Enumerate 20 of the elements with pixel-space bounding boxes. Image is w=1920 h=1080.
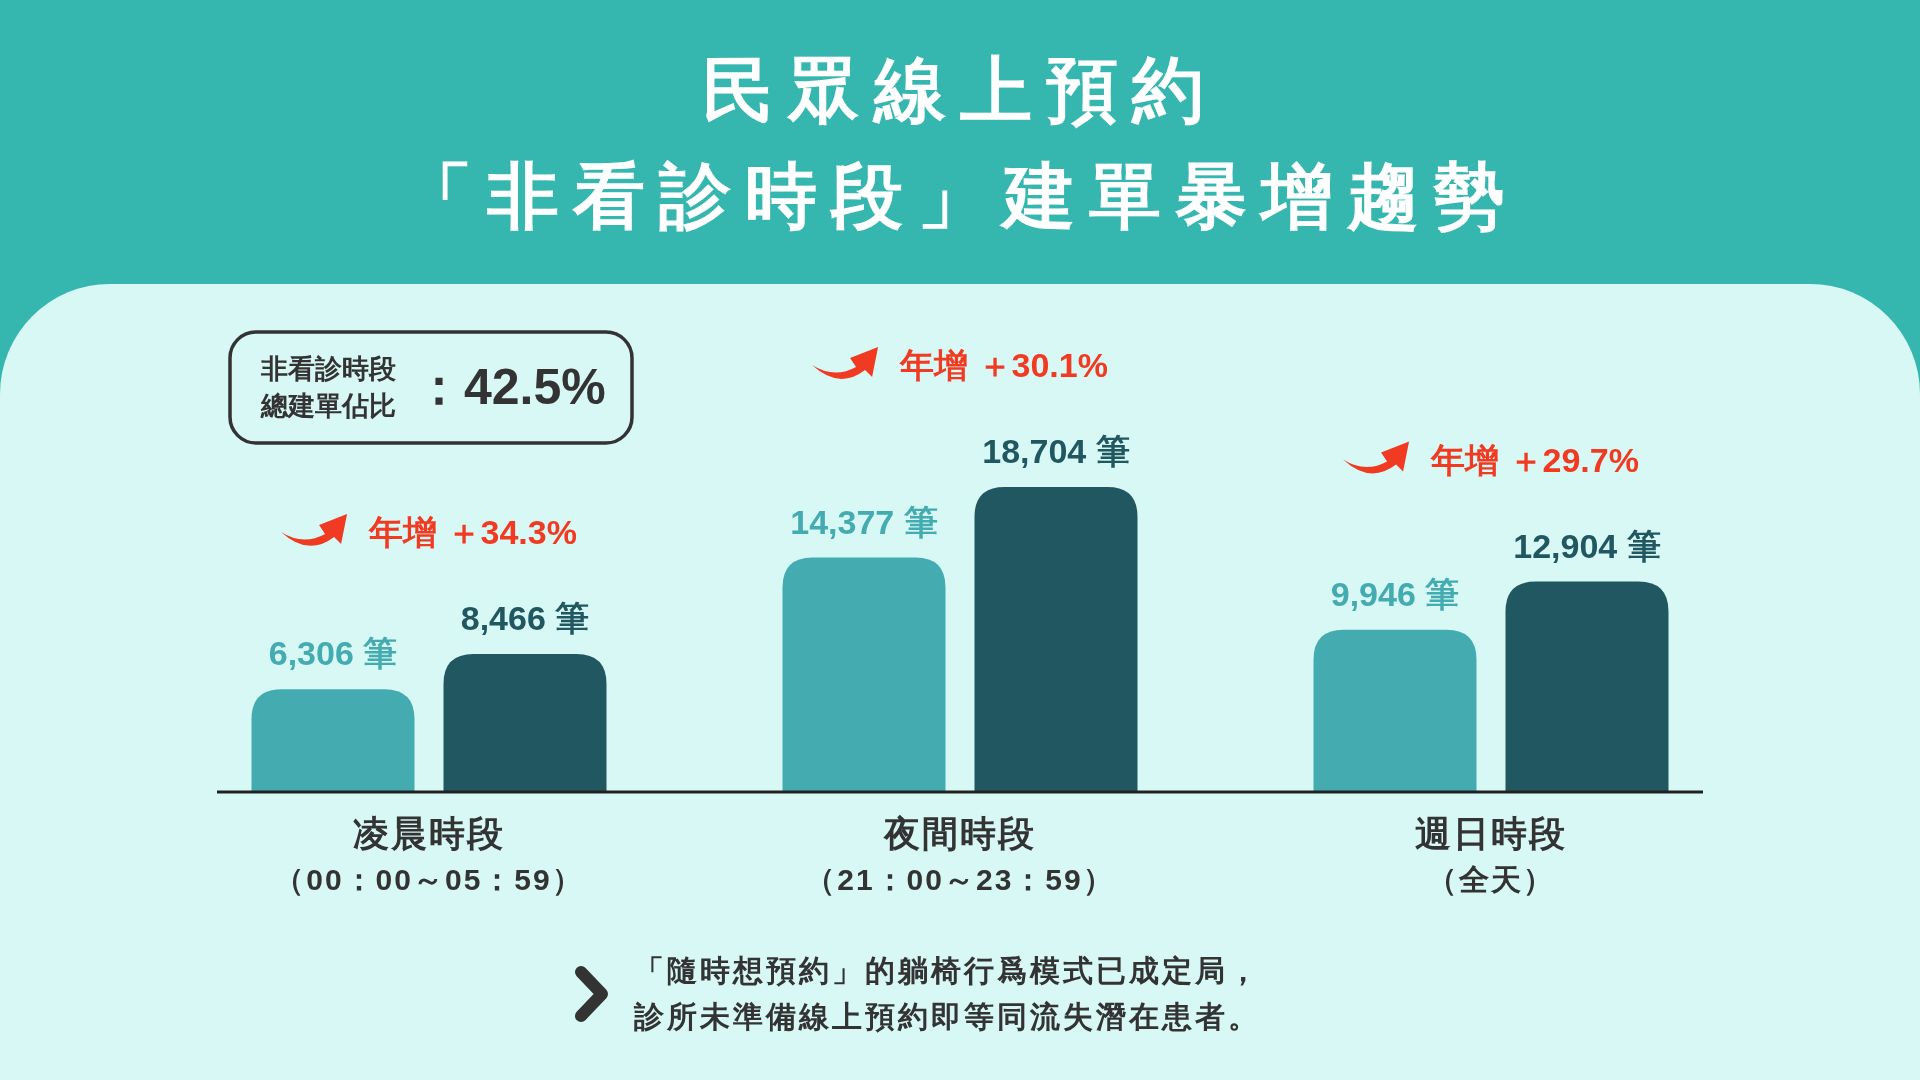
x-tick-label: 夜間時段（21：00～23：59） <box>805 812 1115 896</box>
bar <box>251 689 415 792</box>
bar <box>1313 629 1477 792</box>
chart-title: 民眾線上預約「非看診時段」建單暴增趨勢 <box>401 50 1519 236</box>
bar <box>782 557 946 792</box>
bar <box>1505 581 1669 792</box>
data-label: 18,704 筆 <box>982 432 1130 470</box>
text: 「隨時想預約」的躺椅行爲模式已成定局，診所未準備線上預約即等同流失潛在患者。 <box>633 953 1261 1033</box>
growth-note: 年增 ＋29.7% <box>1431 440 1639 479</box>
bar <box>443 653 607 792</box>
data-label: 9,946 筆 <box>1330 574 1460 613</box>
growth-note: 年增 ＋30.1% <box>900 346 1108 384</box>
data-label: 8,466 筆 <box>460 598 590 637</box>
data-label: 6,306 筆 <box>268 634 398 673</box>
x-tick-label: 週日時段（全天） <box>1415 812 1567 896</box>
data-label: 14,377 筆 <box>790 502 938 541</box>
bar <box>974 487 1138 792</box>
x-tick-label: 凌晨時段（00：00～05：59） <box>274 812 584 896</box>
data-label: 12,904 筆 <box>1513 526 1661 565</box>
growth-note: 年增 ＋34.3% <box>369 512 577 551</box>
